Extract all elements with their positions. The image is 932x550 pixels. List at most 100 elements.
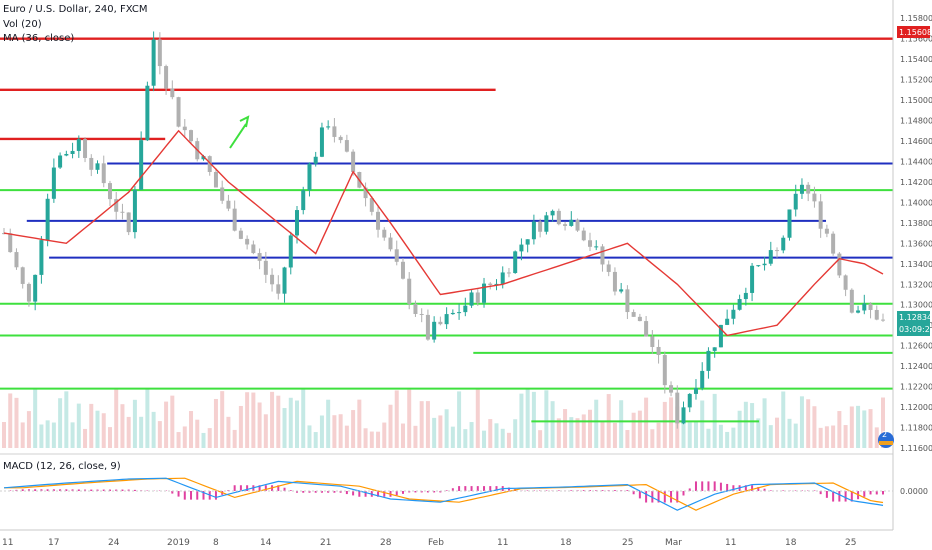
volume-bar — [8, 393, 13, 448]
candle-body — [862, 303, 867, 311]
y-tick-label: 1.12400 — [900, 362, 932, 371]
candle-body — [276, 284, 281, 294]
volume-bar — [687, 422, 692, 448]
candle-body — [26, 283, 31, 302]
x-tick-label: 25 — [845, 538, 856, 548]
volume-bar — [881, 397, 885, 448]
candle-body — [344, 140, 349, 152]
candle-body — [51, 167, 56, 199]
volume-bar — [706, 428, 711, 448]
candle-body — [656, 346, 661, 355]
candle-body — [506, 272, 511, 274]
y-tick-label: 1.13200 — [900, 280, 932, 289]
x-tick-label: 18 — [785, 538, 797, 548]
volume-bar — [425, 401, 430, 448]
volume-bar — [612, 422, 617, 448]
x-tick-label: 18 — [560, 538, 572, 548]
volume-bars — [2, 388, 885, 448]
volume-bar — [843, 425, 848, 448]
candle-body — [444, 314, 449, 325]
candle-body — [500, 272, 505, 284]
candle-body — [856, 310, 861, 313]
candle-body — [806, 184, 811, 194]
y-tick-label: 1.14000 — [900, 198, 932, 207]
candle-body — [725, 318, 730, 325]
volume-bar — [14, 397, 19, 448]
volume-bar — [76, 403, 81, 448]
volume-bar — [20, 422, 25, 448]
volume-bar — [400, 423, 405, 448]
volume-bar — [513, 419, 518, 448]
volume-bar — [787, 418, 792, 448]
candle-body — [519, 244, 524, 252]
volume-bar — [444, 409, 449, 448]
candle-body — [307, 163, 312, 191]
volume-bar — [382, 422, 387, 448]
volume-bar — [575, 418, 580, 448]
candle-body — [631, 312, 636, 317]
candle-body — [132, 189, 137, 233]
volume-bar — [669, 397, 674, 448]
volume-bar — [432, 417, 437, 448]
candle-body — [606, 264, 611, 272]
candle-body — [544, 215, 549, 232]
volume-bar — [743, 401, 748, 448]
volume-bar — [245, 392, 250, 448]
candle-body — [326, 126, 331, 128]
candle-body — [687, 393, 692, 408]
time-axis-ticks: 11 17 24 2019 8 14 21 28 Feb 11 18 25 Mar 11 18 25 — [2, 538, 856, 548]
candle-body — [824, 228, 829, 234]
volume-bar — [475, 389, 480, 448]
volume-bar — [176, 432, 181, 448]
candle-body — [182, 126, 187, 131]
candle-body — [120, 211, 125, 213]
candle-body — [251, 244, 256, 254]
candle-body — [538, 221, 543, 232]
candle-body — [58, 155, 63, 168]
volume-bar — [64, 391, 69, 448]
candle-body — [33, 274, 38, 302]
volume-bar — [145, 388, 150, 448]
candle-body — [681, 407, 686, 424]
volume-bar — [220, 391, 225, 448]
candle-body — [394, 249, 399, 262]
last-price-text: 1.12834 — [899, 313, 932, 322]
x-tick-label: 2019 — [167, 538, 190, 548]
candle-body — [139, 140, 144, 190]
countdown-text: 03:09:23 — [899, 325, 932, 334]
candle-body — [157, 39, 162, 67]
candle-body — [469, 292, 474, 306]
volume-bar — [531, 391, 536, 448]
volume-bar — [301, 388, 306, 448]
candle-body — [83, 139, 88, 158]
candle-body — [619, 289, 624, 292]
volume-bar — [164, 401, 169, 448]
x-tick-label: 17 — [48, 538, 59, 548]
candle-body — [45, 198, 50, 241]
volume-bar — [195, 419, 200, 448]
candle-body — [563, 224, 568, 226]
volume-bar — [775, 417, 780, 448]
volume-bar — [89, 403, 94, 448]
volume-bar — [270, 391, 275, 448]
candle-body — [818, 201, 823, 229]
candle-body — [295, 210, 299, 236]
candle-body — [669, 385, 674, 393]
candle-body — [575, 219, 580, 231]
volume-bar — [307, 425, 312, 448]
candle-body — [531, 221, 536, 240]
candle-body — [382, 229, 387, 238]
volume-bar — [139, 416, 144, 448]
volume-bar — [793, 423, 798, 448]
candle-body — [413, 303, 418, 314]
volume-bar — [376, 431, 381, 448]
volume-bar — [257, 402, 262, 448]
candle-body — [750, 265, 755, 293]
volume-bar — [812, 406, 817, 448]
green-arrow-annotation — [229, 115, 250, 149]
volume-bar — [824, 426, 829, 448]
candle-body — [270, 274, 275, 285]
tradingview-logo[interactable]: 2 — [878, 430, 894, 448]
volume-bar — [251, 392, 256, 448]
